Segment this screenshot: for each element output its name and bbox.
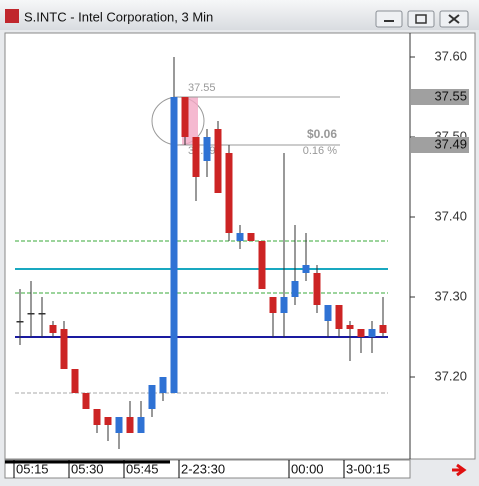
candle-body <box>27 313 35 315</box>
candle-body <box>346 325 354 329</box>
candle-body <box>104 417 112 425</box>
time-axis <box>4 459 411 479</box>
candle-body <box>137 417 145 433</box>
candle-body <box>126 417 134 433</box>
candle-body <box>280 297 288 313</box>
candle-body <box>49 325 57 333</box>
candle-body <box>379 325 387 333</box>
candle-body <box>159 377 167 393</box>
candle-body <box>324 305 332 321</box>
candle-body <box>258 241 266 289</box>
candle-body <box>291 281 299 297</box>
x-tick-label: 05:45 <box>126 461 159 476</box>
y-tick-label: 37.40 <box>434 208 467 223</box>
candle-body <box>247 233 255 241</box>
candle-body <box>357 329 365 337</box>
candle-body <box>214 129 222 193</box>
measure-label: 37.49 <box>188 145 216 157</box>
candle-body <box>71 369 79 393</box>
price-label-box <box>411 137 469 153</box>
candle-body <box>225 153 233 233</box>
close-icon <box>448 14 460 24</box>
minimize-icon <box>384 20 394 22</box>
window-title: S.INTC - Intel Corporation, 3 Min <box>24 9 213 24</box>
candle-body <box>302 265 310 273</box>
scroll-arrow[interactable] <box>452 463 467 477</box>
price-label: 37.55 <box>434 88 467 103</box>
y-tick-label: 37.20 <box>434 368 467 383</box>
candle-body <box>82 393 90 409</box>
price-label: 37.49 <box>434 136 467 151</box>
restore-button[interactable] <box>407 10 435 28</box>
candle-body <box>368 329 376 337</box>
x-tick-label: 05:15 <box>16 461 49 476</box>
candle-body <box>60 329 68 369</box>
candle-body <box>203 137 211 161</box>
candle-body <box>93 409 101 425</box>
x-tick-label: 3-00:15 <box>346 461 390 476</box>
candle-body <box>335 305 343 329</box>
measure-change: $0.06 <box>307 127 337 141</box>
candle-body <box>38 313 46 315</box>
candle-body <box>313 273 321 305</box>
candle-body <box>170 97 178 393</box>
x-tick-label: 2-23:30 <box>181 461 225 476</box>
x-tick-label: 00:00 <box>291 461 324 476</box>
candle-body <box>181 97 189 137</box>
app-icon <box>5 9 19 23</box>
window-buttons[interactable] <box>375 10 469 28</box>
y-tick-label: 37.60 <box>434 48 467 63</box>
candle-body <box>269 297 277 313</box>
restore-icon <box>415 14 427 24</box>
measure-label: 37.55 <box>188 82 216 94</box>
candle-body <box>148 385 156 409</box>
plot-area: 37.6037.5037.4037.3037.2037.5537.49$0.06… <box>13 48 469 478</box>
price-label-box <box>411 89 469 105</box>
candle-body <box>192 137 200 177</box>
x-tick-label: 05:30 <box>71 461 104 476</box>
measure-percent: 0.16 % <box>303 145 337 157</box>
candle-body <box>115 417 123 433</box>
minimize-button[interactable] <box>375 10 403 28</box>
candle-body <box>16 321 24 323</box>
candle-body <box>236 233 244 241</box>
y-tick-label: 37.30 <box>434 288 467 303</box>
measure-handle <box>151 96 205 146</box>
